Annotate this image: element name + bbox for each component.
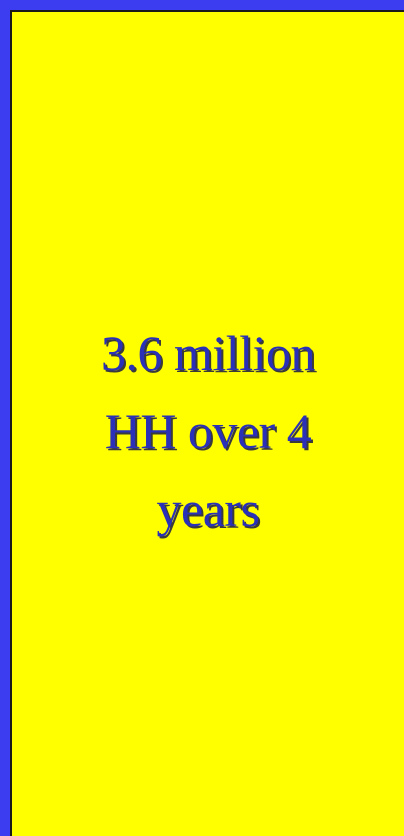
statistic-line-2: HH over 4 bbox=[104, 403, 312, 459]
statistic-line-1: 3.6 million bbox=[101, 325, 315, 381]
highlight-panel: 3.6 million HH over 4 years bbox=[10, 10, 404, 836]
statistic-text: 3.6 million HH over 4 years bbox=[12, 314, 404, 548]
statistic-line-3: years bbox=[156, 481, 261, 537]
